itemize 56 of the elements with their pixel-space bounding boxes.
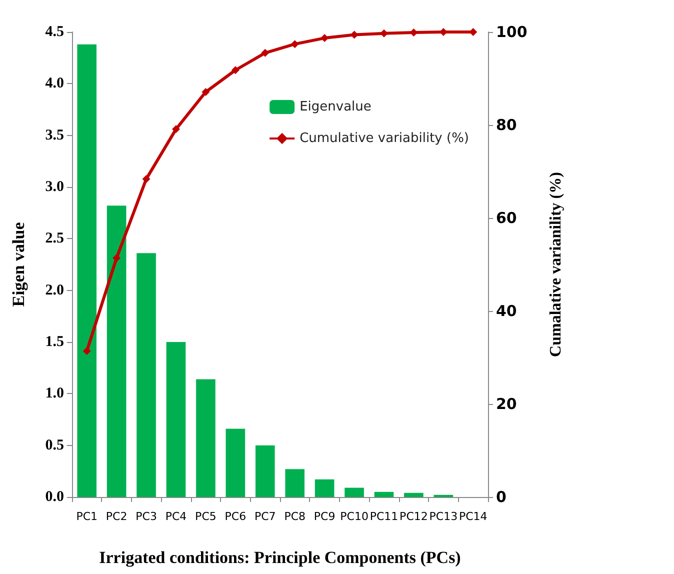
y-tick-label: 3.5 <box>45 127 64 144</box>
bar <box>166 342 186 497</box>
x-tick-label: PC11 <box>370 510 398 523</box>
bar <box>285 469 305 497</box>
x-axis-title: Irrigated conditions: Principle Components (PCs) <box>99 548 461 567</box>
bar <box>106 206 126 497</box>
y-tick-label: 1.5 <box>45 334 64 350</box>
y2-tick-label: 20 <box>496 395 517 413</box>
x-tick-label: PC7 <box>254 510 276 523</box>
y-tick-label: 4.5 <box>45 24 64 40</box>
x-tick-label: PC13 <box>429 510 458 523</box>
bar <box>136 253 156 497</box>
y-tick-label: 2.5 <box>45 230 64 247</box>
x-tick-label: PC14 <box>458 510 488 523</box>
x-tick-label: PC4 <box>165 510 187 523</box>
point <box>380 29 388 38</box>
point <box>202 88 210 96</box>
y2-axis-title: Cumalative varianility (%) <box>548 172 564 357</box>
y-tick-label: 4.0 <box>45 76 64 92</box>
point <box>261 48 270 57</box>
bar <box>314 479 334 497</box>
x-tick-label: PC10 <box>340 510 368 523</box>
x-tick-label: PC5 <box>195 510 216 523</box>
y-tick-label: 3.0 <box>45 179 64 195</box>
x-tick-label: PC12 <box>400 510 428 523</box>
point <box>112 254 121 262</box>
point <box>290 40 299 48</box>
bar <box>196 379 216 497</box>
y-tick-label: 0.0 <box>45 489 64 505</box>
y-tick-label: 2.0 <box>45 282 64 298</box>
point <box>82 346 91 355</box>
x-tick-label: PC2 <box>106 510 128 523</box>
legend-label: Cumulative variability (%) <box>300 131 470 146</box>
legend-label: Eigenvalue <box>300 100 372 114</box>
point <box>142 174 150 183</box>
bar <box>226 428 246 497</box>
y2-tick-label: 40 <box>496 302 517 320</box>
x-tick-label: PC3 <box>136 510 157 523</box>
y2-tick-label: 100 <box>496 23 528 41</box>
y2-tick-label: 0 <box>496 488 506 506</box>
point <box>172 125 180 134</box>
point <box>231 66 240 74</box>
x-tick-label: PC6 <box>224 510 246 523</box>
y2-tick-label: 60 <box>496 209 517 227</box>
bar <box>374 492 394 497</box>
y2-tick-label: 80 <box>496 116 517 134</box>
x-tick-label: PC9 <box>314 510 336 523</box>
bar <box>77 44 97 497</box>
x-tick-label: PC8 <box>284 510 306 523</box>
y-tick-label: 0.5 <box>45 437 64 454</box>
y-axis-title: Eigen value <box>9 222 28 307</box>
bar <box>255 445 275 497</box>
y-tick-label: 1.0 <box>45 386 64 402</box>
bar <box>404 492 424 497</box>
bar <box>344 488 364 497</box>
x-tick-label: PC1 <box>76 510 98 523</box>
